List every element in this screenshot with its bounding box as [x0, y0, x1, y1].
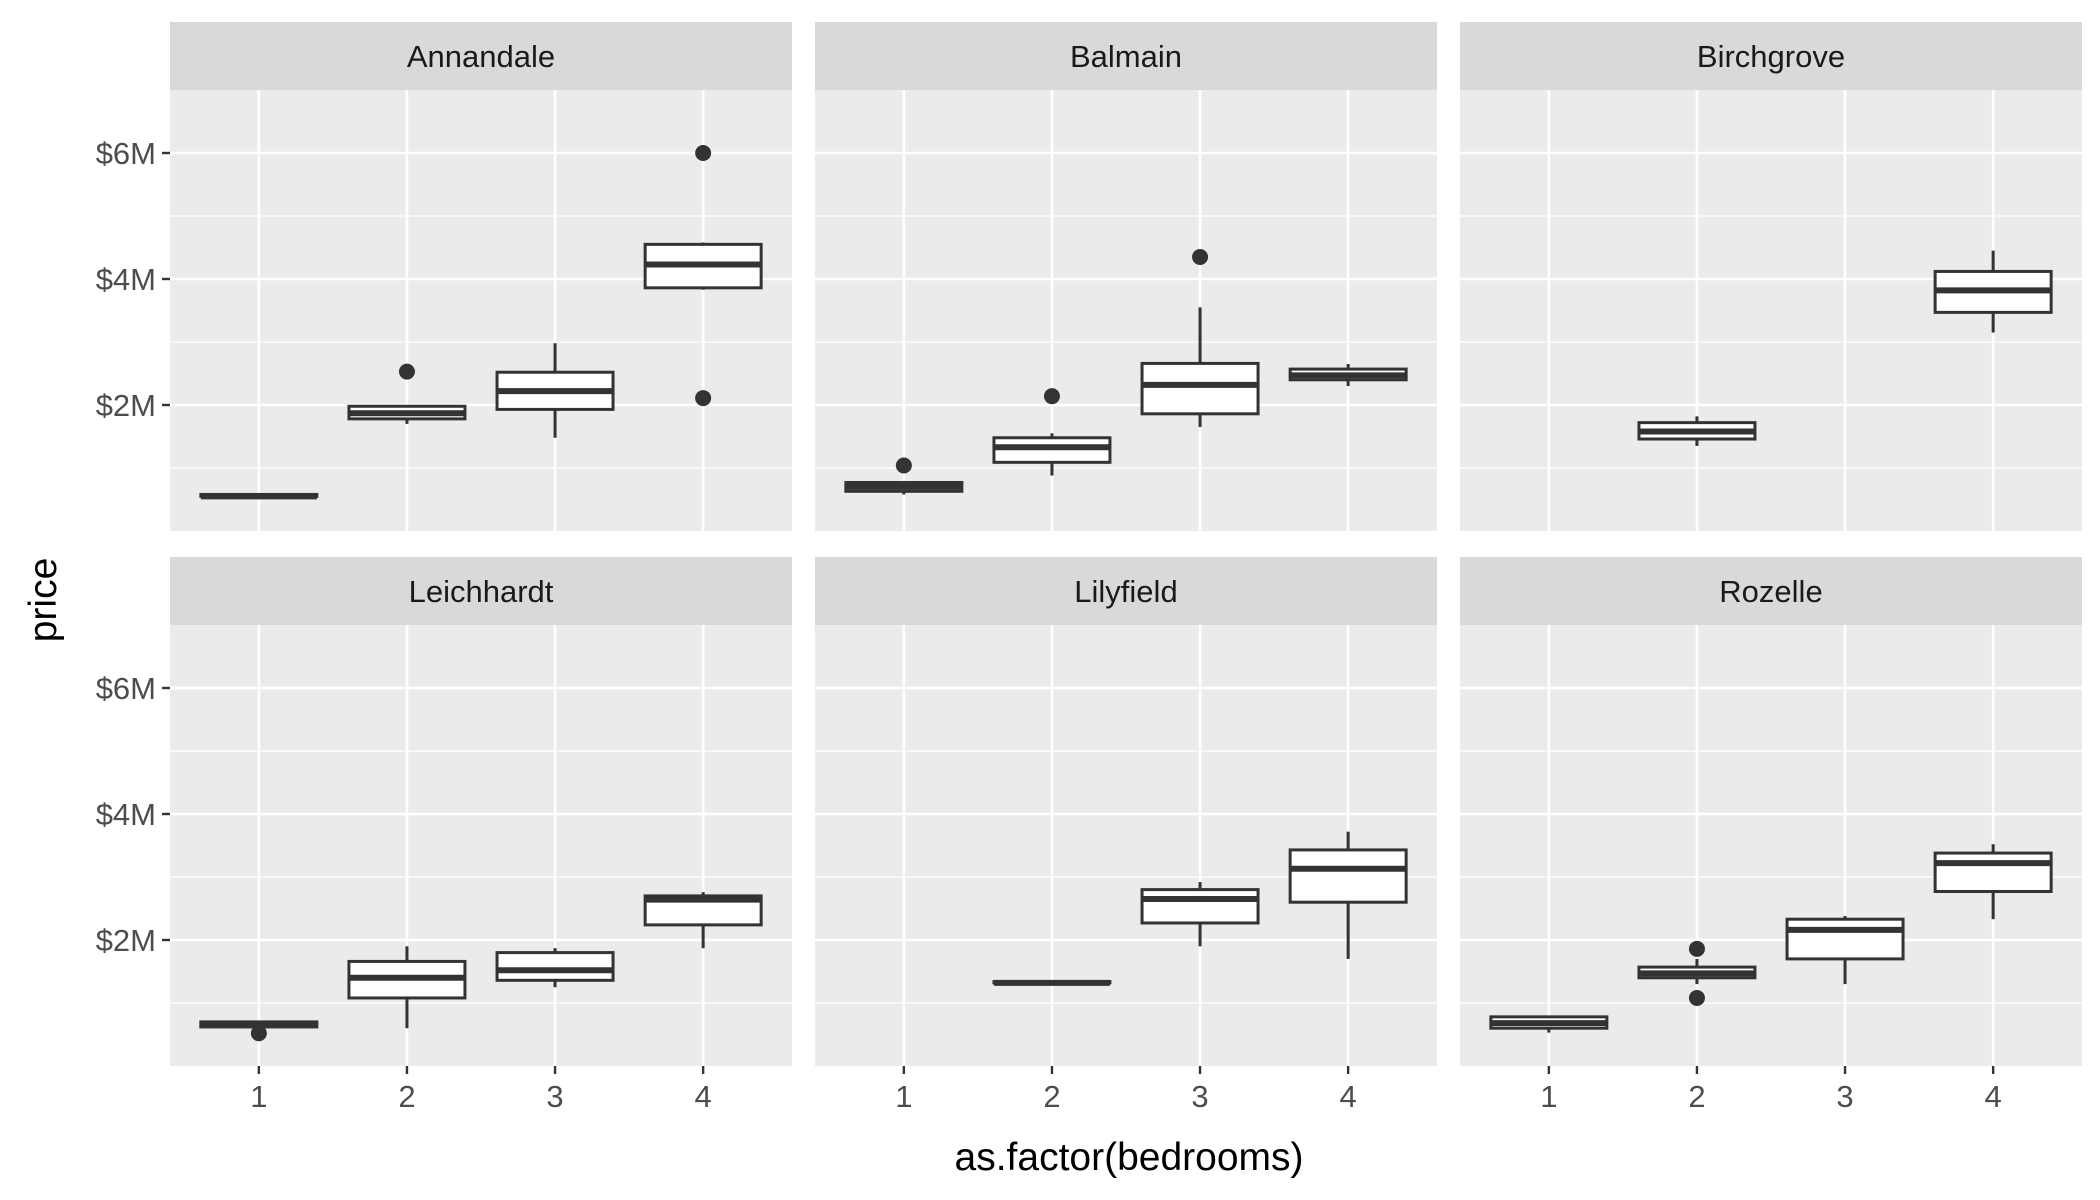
boxplot-box	[495, 343, 615, 438]
x-axis-tick-label: 2	[398, 1079, 415, 1114]
boxplot-box	[643, 145, 763, 407]
boxplot-box	[1637, 940, 1757, 1006]
outlier-point	[695, 145, 712, 161]
outlier-point	[695, 390, 712, 407]
facet-strip	[170, 557, 792, 625]
facet-strip-label: Leichhardt	[409, 574, 554, 609]
x-axis-tick-label: 3	[1836, 1079, 1853, 1114]
panel-background	[815, 625, 1437, 1066]
outlier-point	[895, 457, 912, 474]
facet-strip	[1460, 22, 2082, 90]
x-axis-tick-label: 2	[1043, 1079, 1060, 1114]
x-axis-tick-label: 4	[1985, 1079, 2002, 1114]
x-axis-title: as.factor(bedrooms)	[955, 1136, 1304, 1179]
boxplot-box	[1933, 250, 2053, 333]
boxplot-box	[1288, 831, 1408, 959]
boxplot-box	[1637, 416, 1757, 446]
facet-panel-balmain: Balmain	[815, 22, 1437, 531]
facet-panel-rozelle: Rozelle	[1460, 557, 2082, 1066]
boxplot-box	[495, 948, 615, 988]
outlier-point	[398, 363, 415, 380]
panel-background	[170, 625, 792, 1066]
boxplot-box	[992, 979, 1112, 986]
boxplot-box	[1933, 844, 2053, 920]
y-axis-tick-label: $4M	[96, 797, 156, 832]
boxplot-box	[199, 492, 319, 500]
y-axis-tick-label: $4M	[96, 262, 156, 297]
x-axis-tick-label: 3	[546, 1079, 563, 1114]
x-axis-tick-label: 3	[1191, 1079, 1208, 1114]
boxplot-box	[844, 457, 964, 495]
facet-panel-annandale: Annandale	[170, 22, 792, 531]
y-axis-tick-label: $2M	[96, 923, 156, 958]
boxplot-box	[347, 363, 467, 424]
facet-strip	[815, 22, 1437, 90]
facet-strip	[815, 557, 1437, 625]
facet-strip-label: Balmain	[1070, 39, 1182, 74]
interquartile-box	[1140, 888, 1260, 925]
boxplot-box	[992, 388, 1112, 476]
x-axis-tick-label: 1	[250, 1079, 267, 1114]
outlier-point	[250, 1025, 267, 1042]
interquartile-box	[1140, 361, 1260, 416]
boxplot-box	[1288, 364, 1408, 387]
boxplot-box	[643, 892, 763, 949]
boxplot-box	[1785, 916, 1905, 985]
x-axis-tick-label: 4	[695, 1079, 712, 1114]
boxplot-box	[1140, 882, 1260, 947]
facet-panel-lilyfield: Lilyfield	[815, 557, 1437, 1066]
y-axis-tick-label: $6M	[96, 671, 156, 706]
interquartile-box	[1785, 917, 1905, 961]
interquartile-box	[1933, 851, 2053, 893]
facet-strip-label: Rozelle	[1719, 574, 1822, 609]
outlier-point	[1192, 248, 1209, 265]
facet-strip	[1460, 557, 2082, 625]
x-axis-tick-label: 2	[1688, 1079, 1705, 1114]
interquartile-box	[495, 951, 615, 982]
outlier-point	[1688, 940, 1705, 957]
y-axis-tick-label: $6M	[96, 136, 156, 171]
outlier-point	[1043, 388, 1060, 405]
boxplot-box	[1140, 248, 1260, 428]
facet-strip-label: Annandale	[407, 39, 555, 74]
facet-strip-label: Lilyfield	[1074, 574, 1177, 609]
x-axis-tick-label: 1	[895, 1079, 912, 1114]
outlier-point	[1688, 989, 1705, 1006]
facet-panel-birchgrove: Birchgrove	[1460, 22, 2082, 531]
facet-panel-leichhardt: Leichhardt	[170, 557, 792, 1066]
facet-strip	[170, 22, 792, 90]
x-axis-tick-label: 1	[1540, 1079, 1557, 1114]
boxplot-box	[347, 946, 467, 1029]
boxplot-box	[199, 1020, 319, 1042]
facet-strip-label: Birchgrove	[1697, 39, 1845, 74]
boxplot-box	[1489, 1015, 1609, 1033]
panel-background	[815, 90, 1437, 531]
panel-background	[1460, 625, 2082, 1066]
facet-panels: Annandale Balmain Birchgrove Leichhardt Lily…	[170, 22, 2082, 1066]
y-axis-tick-label: $2M	[96, 388, 156, 423]
interquartile-box	[1288, 848, 1408, 904]
chart-axes: $2M $4M $6M $2M $4M $6M 1 2 3 4 1 2 3 4 1 2 3 4	[96, 136, 2002, 1114]
x-axis-tick-label: 4	[1340, 1079, 1357, 1114]
panel-background	[170, 90, 792, 531]
y-axis-title: price	[22, 558, 65, 643]
